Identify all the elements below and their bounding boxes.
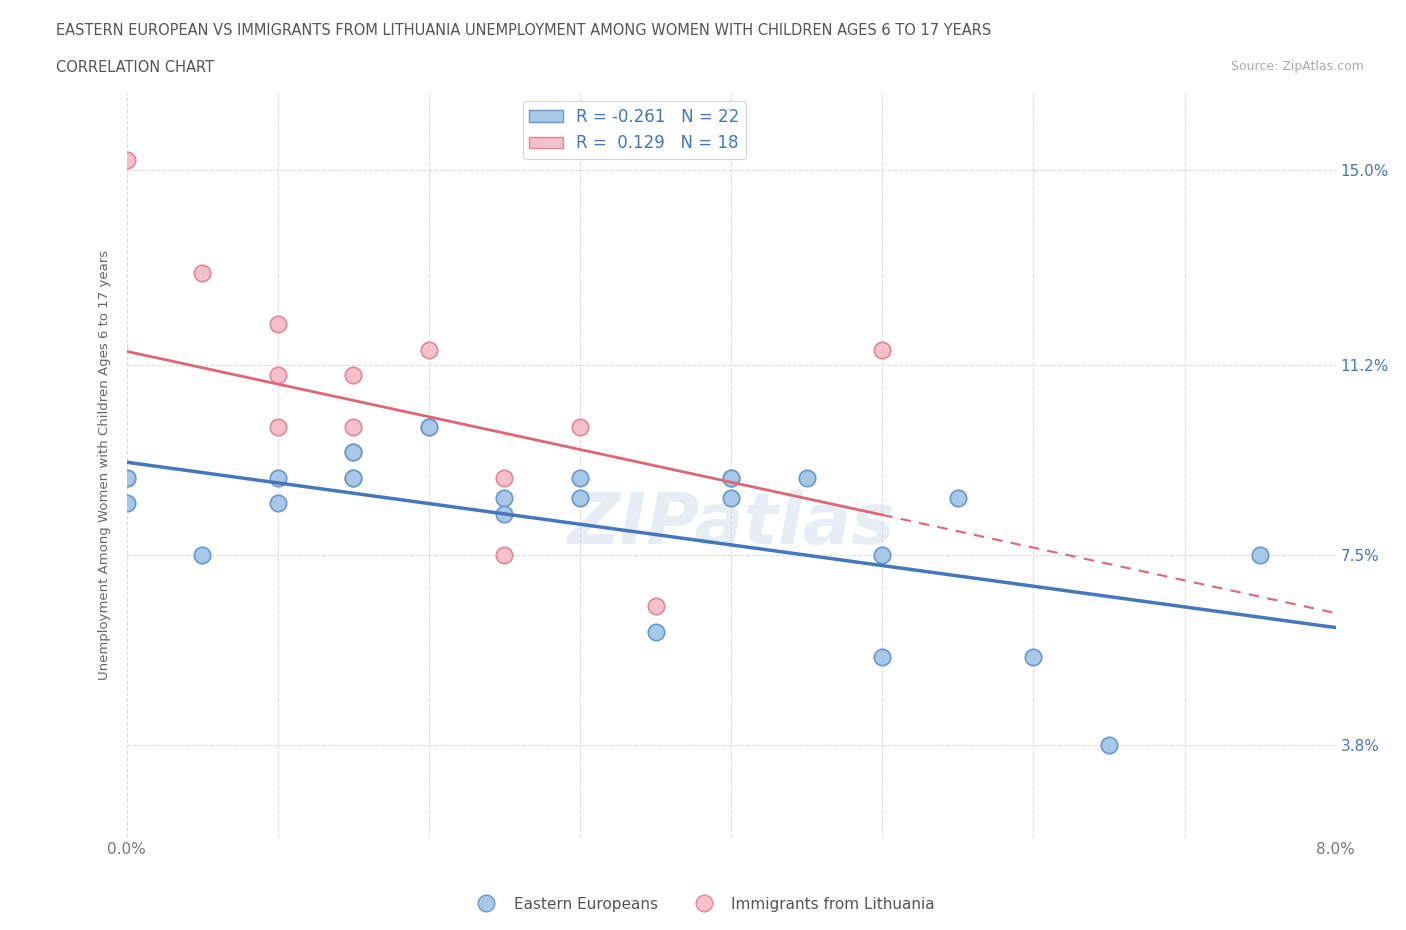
Point xyxy=(267,496,290,511)
Point xyxy=(115,471,138,485)
Text: EASTERN EUROPEAN VS IMMIGRANTS FROM LITHUANIA UNEMPLOYMENT AMONG WOMEN WITH CHIL: EASTERN EUROPEAN VS IMMIGRANTS FROM LITH… xyxy=(56,23,991,38)
Point xyxy=(568,471,592,485)
Point xyxy=(568,419,592,434)
Point xyxy=(644,599,666,614)
Point xyxy=(342,471,364,485)
Point xyxy=(418,342,440,357)
Point xyxy=(191,548,214,563)
Point xyxy=(1249,548,1271,563)
Point xyxy=(872,650,894,665)
Point xyxy=(115,471,138,485)
Text: ZIPatlas: ZIPatlas xyxy=(568,490,894,559)
Point xyxy=(494,491,516,506)
Point xyxy=(872,342,894,357)
Point xyxy=(418,419,440,434)
Text: Source: ZipAtlas.com: Source: ZipAtlas.com xyxy=(1230,60,1364,73)
Point xyxy=(115,496,138,511)
Point xyxy=(720,491,742,506)
Point xyxy=(1022,650,1045,665)
Point xyxy=(191,265,214,280)
Point xyxy=(418,419,440,434)
Point xyxy=(568,491,592,506)
Point xyxy=(494,506,516,521)
Point xyxy=(796,471,818,485)
Legend: Eastern Europeans, Immigrants from Lithuania: Eastern Europeans, Immigrants from Lithu… xyxy=(465,891,941,918)
Point xyxy=(720,471,742,485)
Point xyxy=(267,367,290,382)
Point xyxy=(342,445,364,459)
Point xyxy=(342,367,364,382)
Point xyxy=(946,491,969,506)
Point xyxy=(720,471,742,485)
Point xyxy=(342,419,364,434)
Point xyxy=(267,471,290,485)
Y-axis label: Unemployment Among Women with Children Ages 6 to 17 years: Unemployment Among Women with Children A… xyxy=(97,250,111,680)
Point xyxy=(1098,737,1121,752)
Point xyxy=(267,316,290,331)
Point xyxy=(342,445,364,459)
Point xyxy=(644,624,666,639)
Legend: R = -0.261   N = 22, R =  0.129   N = 18: R = -0.261 N = 22, R = 0.129 N = 18 xyxy=(523,101,747,159)
Point xyxy=(494,548,516,563)
Point xyxy=(872,548,894,563)
Point xyxy=(494,471,516,485)
Text: CORRELATION CHART: CORRELATION CHART xyxy=(56,60,214,75)
Point xyxy=(267,419,290,434)
Point xyxy=(115,153,138,167)
Point xyxy=(342,471,364,485)
